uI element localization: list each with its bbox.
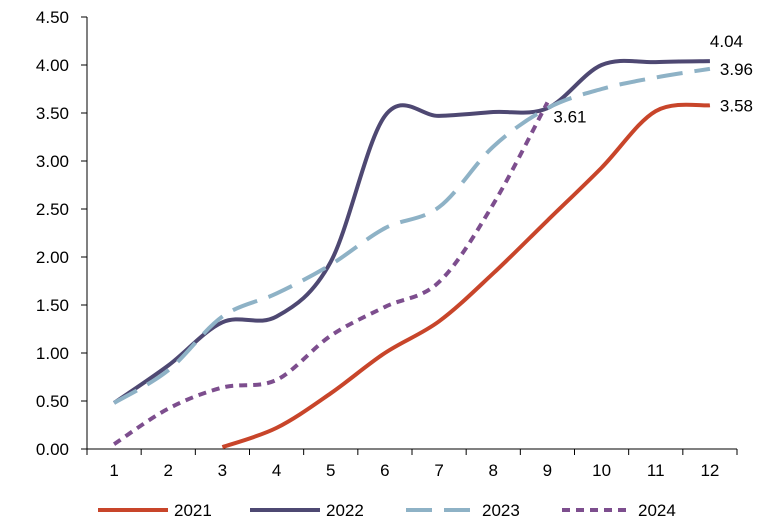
x-tick-label: 12 (700, 461, 719, 480)
legend-label-2021: 2021 (174, 501, 212, 520)
series-line-2023 (113, 66, 711, 405)
x-tick-label: 3 (218, 461, 227, 480)
end-label-2023: 3.96 (720, 60, 753, 79)
end-label-2022: 4.04 (710, 32, 743, 51)
y-tick-label: 1.00 (36, 344, 69, 363)
y-tick-label: 4.50 (36, 8, 69, 27)
chart-axes (81, 16, 738, 455)
x-tick-label: 11 (647, 461, 665, 480)
x-tick-label: 7 (434, 461, 443, 480)
y-tick-label: 3.50 (36, 104, 69, 123)
series-line-2024 (112, 101, 550, 446)
series-lines (112, 58, 711, 449)
chart-legend: 2021 2022 2023 2024 (98, 501, 676, 520)
x-tick-label: 1 (109, 461, 118, 480)
y-tick-label: 0.00 (36, 440, 69, 459)
x-tick-labels: 1 2 3 4 5 6 7 8 9 10 11 12 (109, 461, 719, 480)
y-tick-label: 2.00 (36, 248, 69, 267)
x-tick-label: 6 (380, 461, 389, 480)
y-tick-label: 2.50 (36, 200, 69, 219)
y-tick-label: 3.00 (36, 152, 69, 171)
legend-label-2022: 2022 (326, 501, 364, 520)
y-tick-label: 4.00 (36, 56, 69, 75)
x-tick-label: 2 (164, 461, 173, 480)
legend-label-2024: 2024 (638, 501, 676, 520)
x-tick-label: 9 (543, 461, 552, 480)
y-tick-labels: 0.00 0.50 1.00 1.50 2.00 2.50 3.00 3.50 4.00 4.50 (36, 8, 69, 459)
end-label-2021: 3.58 (720, 96, 753, 115)
series-line-2022 (112, 58, 710, 405)
x-tick-label: 4 (272, 461, 281, 480)
x-tick-label: 8 (489, 461, 498, 480)
y-tick-label: 0.50 (36, 392, 69, 411)
series-line-2021 (221, 102, 711, 449)
end-label-2024: 3.61 (553, 107, 586, 126)
end-labels: 3.58 4.04 3.96 3.61 (553, 32, 753, 126)
x-tick-label: 5 (326, 461, 335, 480)
legend-label-2023: 2023 (482, 501, 520, 520)
x-tick-label: 10 (592, 461, 611, 480)
y-tick-label: 1.50 (36, 296, 69, 315)
